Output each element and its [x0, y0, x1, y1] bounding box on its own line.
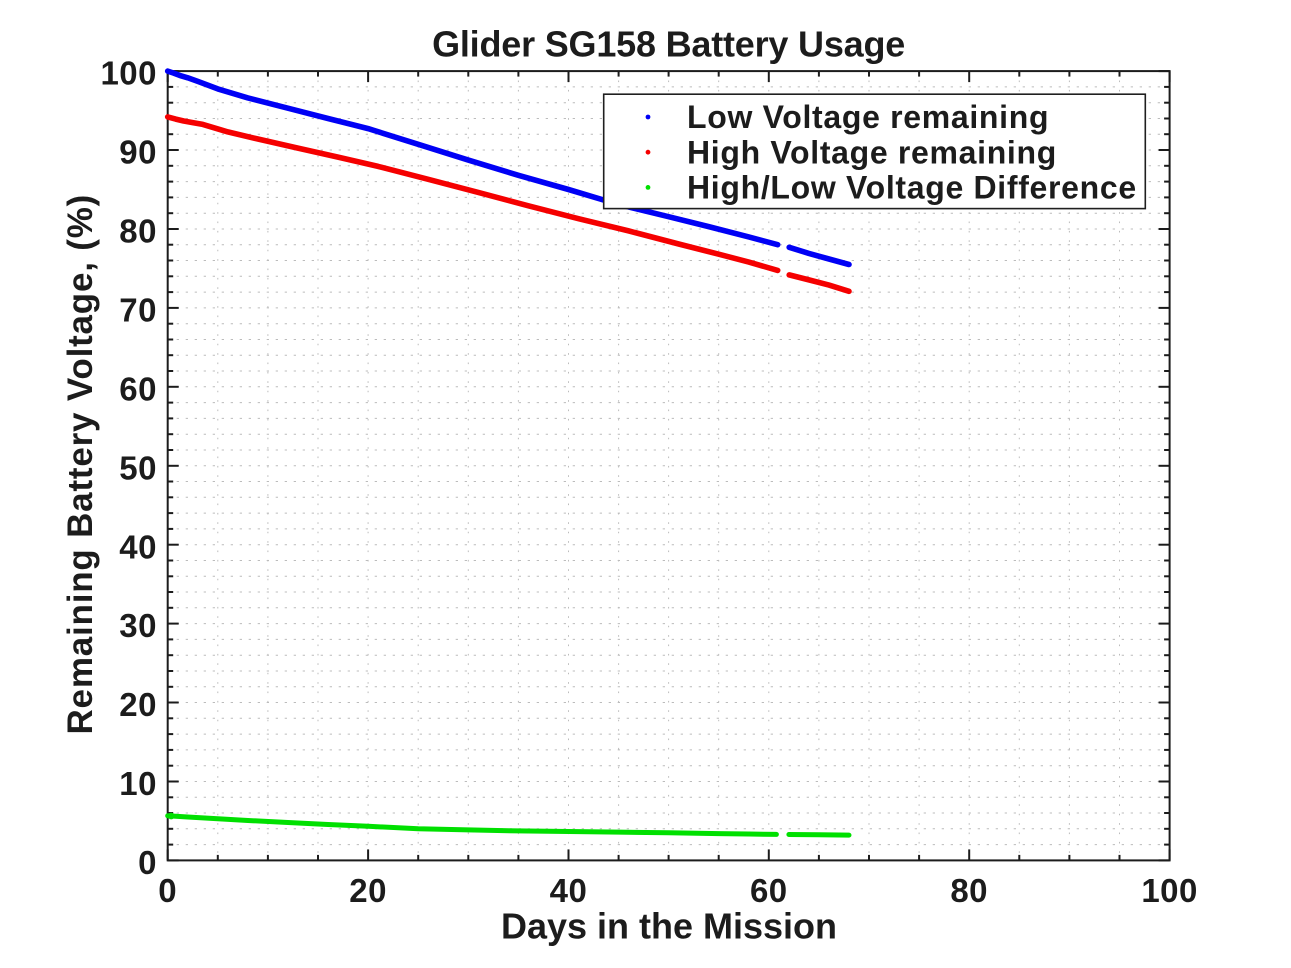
svg-text:70: 70: [119, 292, 157, 329]
svg-text:High Voltage remaining: High Voltage remaining: [687, 134, 1057, 170]
svg-text:80: 80: [119, 213, 157, 250]
svg-text:30: 30: [119, 607, 157, 644]
svg-text:Low Voltage remaining: Low Voltage remaining: [687, 99, 1049, 135]
svg-text:40: 40: [550, 872, 588, 909]
svg-text:10: 10: [119, 765, 157, 802]
svg-text:100: 100: [1141, 872, 1198, 909]
svg-text:20: 20: [119, 686, 157, 723]
svg-text:Remaining Battery Voltage, (%): Remaining Battery Voltage, (%): [61, 194, 100, 735]
svg-text:100: 100: [100, 55, 157, 92]
svg-text:Days in the Mission: Days in the Mission: [501, 906, 837, 947]
svg-text:40: 40: [119, 528, 157, 565]
svg-text:Glider SG158 Battery Usage: Glider SG158 Battery Usage: [432, 23, 905, 64]
svg-text:High/Low Voltage Difference: High/Low Voltage Difference: [687, 170, 1137, 206]
svg-text:90: 90: [119, 134, 157, 171]
svg-text:0: 0: [138, 844, 157, 881]
svg-text:60: 60: [119, 370, 157, 407]
svg-text:50: 50: [119, 449, 157, 486]
svg-text:20: 20: [349, 872, 387, 909]
svg-text:80: 80: [950, 872, 988, 909]
svg-text:60: 60: [750, 872, 788, 909]
svg-text:0: 0: [158, 872, 177, 909]
